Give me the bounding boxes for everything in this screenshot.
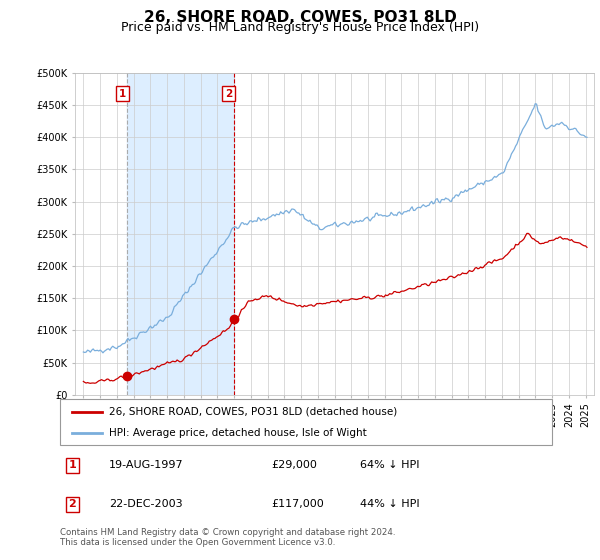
- Text: 22-DEC-2003: 22-DEC-2003: [109, 500, 183, 509]
- Text: 19-AUG-1997: 19-AUG-1997: [109, 460, 184, 470]
- Text: £117,000: £117,000: [272, 500, 325, 509]
- Text: 2: 2: [225, 88, 232, 99]
- Text: Contains HM Land Registry data © Crown copyright and database right 2024.
This d: Contains HM Land Registry data © Crown c…: [60, 528, 395, 547]
- Text: 1: 1: [119, 88, 126, 99]
- Text: HPI: Average price, detached house, Isle of Wight: HPI: Average price, detached house, Isle…: [109, 428, 367, 438]
- Text: Price paid vs. HM Land Registry's House Price Index (HPI): Price paid vs. HM Land Registry's House …: [121, 21, 479, 34]
- Text: £29,000: £29,000: [272, 460, 317, 470]
- Text: 1: 1: [68, 460, 76, 470]
- Text: 26, SHORE ROAD, COWES, PO31 8LD (detached house): 26, SHORE ROAD, COWES, PO31 8LD (detache…: [109, 407, 397, 417]
- Text: 26, SHORE ROAD, COWES, PO31 8LD: 26, SHORE ROAD, COWES, PO31 8LD: [143, 10, 457, 25]
- Text: 2: 2: [68, 500, 76, 509]
- Text: 44% ↓ HPI: 44% ↓ HPI: [360, 500, 420, 509]
- Bar: [127, 73, 233, 395]
- Text: 64% ↓ HPI: 64% ↓ HPI: [360, 460, 419, 470]
